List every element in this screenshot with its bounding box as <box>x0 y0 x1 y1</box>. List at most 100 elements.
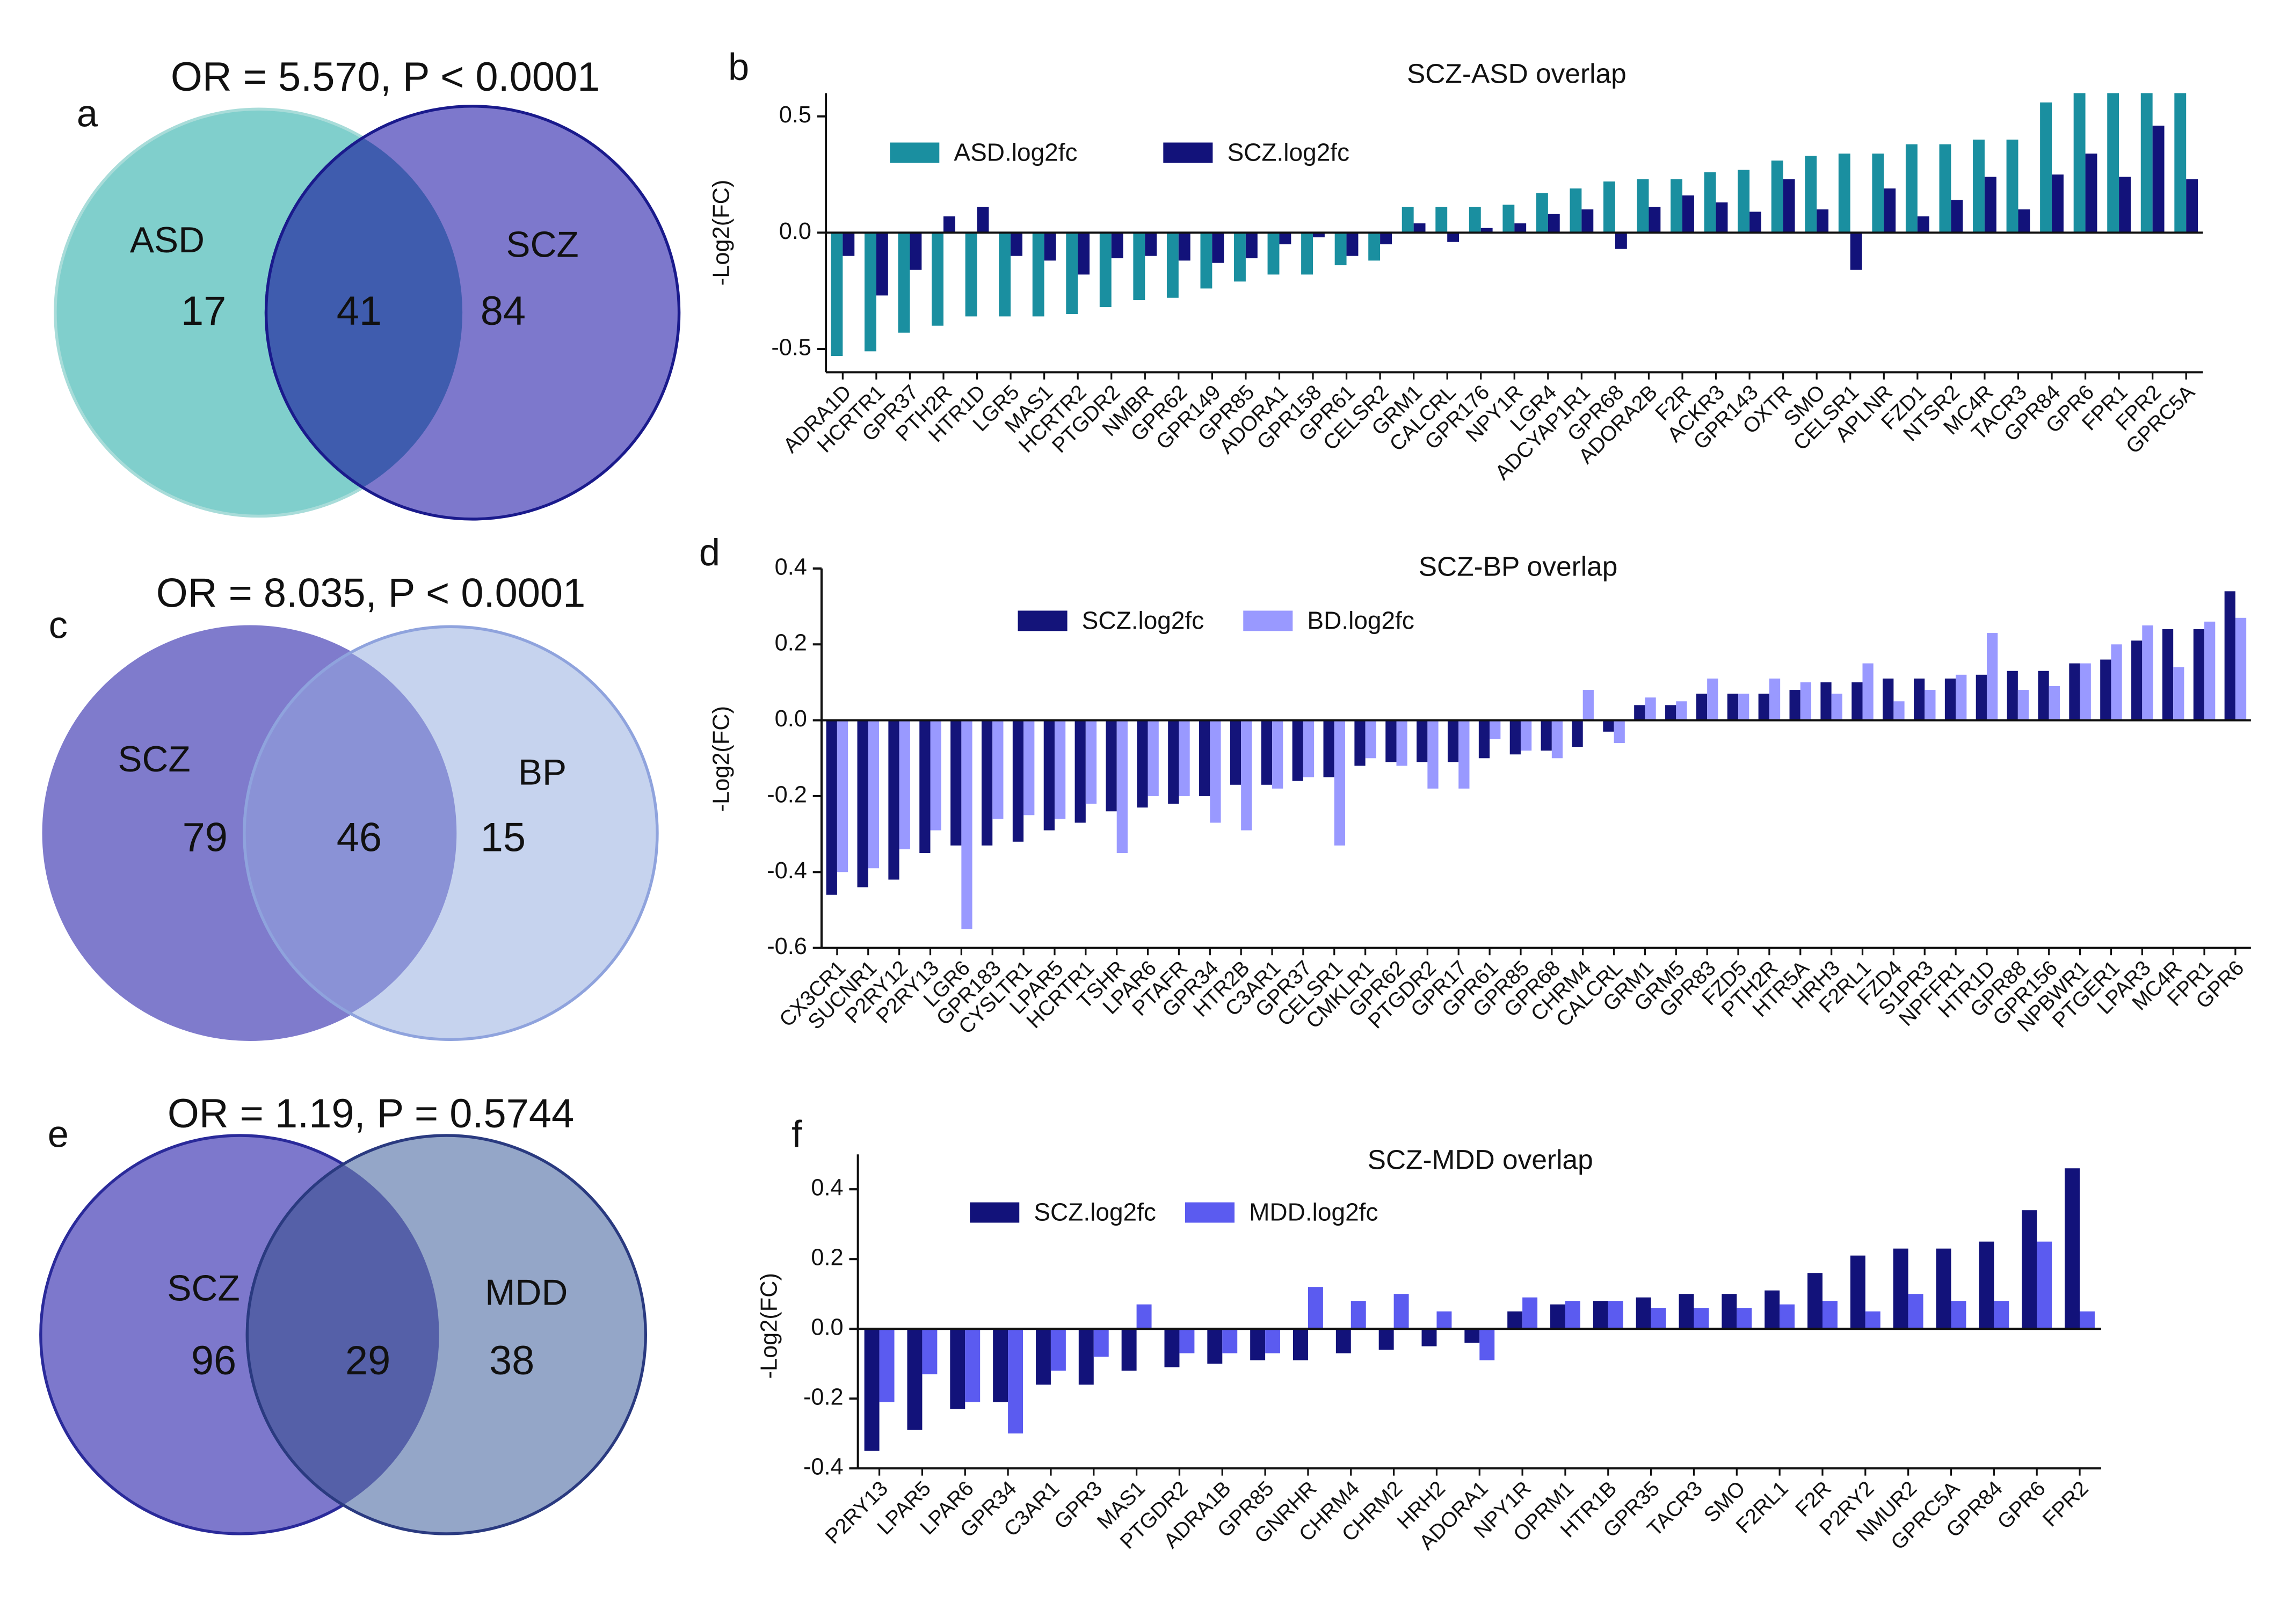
bar <box>1093 1329 1109 1357</box>
bar <box>1245 232 1258 259</box>
bar <box>1727 694 1739 720</box>
bar <box>2107 93 2119 233</box>
venn-overlap <box>264 109 463 516</box>
legend-label: BD.log2fc <box>1307 606 1414 634</box>
bar <box>1694 1308 1709 1329</box>
legend-label: MDD.log2fc <box>1249 1198 1378 1226</box>
bar <box>1393 1294 1409 1329</box>
bar <box>1334 720 1346 846</box>
bar <box>907 1329 923 1430</box>
bar <box>1514 223 1527 233</box>
bar <box>1738 170 1750 233</box>
bar <box>1350 1301 1366 1329</box>
bar <box>1011 232 1022 256</box>
bar <box>1385 720 1397 762</box>
bar <box>865 232 876 352</box>
bar <box>1956 674 1967 720</box>
bar <box>1464 1329 1480 1343</box>
y-tick-label: 0.2 <box>775 630 807 656</box>
chart-title: SCZ-MDD overlap <box>1368 1144 1593 1175</box>
bar <box>1665 705 1676 720</box>
y-tick-label: 0.5 <box>779 102 811 128</box>
bar <box>1054 720 1066 819</box>
bar <box>1469 207 1481 233</box>
bar <box>1550 1304 1565 1329</box>
y-tick-label: 0.0 <box>779 219 811 244</box>
bar <box>1582 690 1594 720</box>
bar <box>1831 694 1842 720</box>
venn-count: 38 <box>489 1338 534 1383</box>
bar <box>1179 1329 1195 1353</box>
bar <box>1850 1255 1865 1329</box>
panel-label: d <box>699 531 720 573</box>
bar <box>1427 720 1439 789</box>
legend-label: SCZ.log2fc <box>1034 1198 1156 1226</box>
venn-count: 79 <box>183 814 228 860</box>
bar <box>837 720 848 872</box>
bar <box>1308 1287 1323 1329</box>
bar <box>1925 690 1936 720</box>
legend-swatch <box>970 1202 1020 1223</box>
bar <box>1478 720 1490 759</box>
y-tick-label: 0.0 <box>775 706 807 732</box>
y-axis-label: -Log2(FC) <box>708 180 734 286</box>
bar <box>981 720 993 846</box>
bar <box>1800 682 1812 720</box>
bar <box>1210 720 1221 823</box>
legend-swatch <box>890 142 940 163</box>
panel-label: a <box>77 92 98 134</box>
bar <box>1979 1241 1994 1329</box>
bar <box>1043 720 1055 831</box>
bar <box>1301 232 1313 275</box>
bar <box>2140 93 2153 233</box>
bar <box>1479 1329 1495 1360</box>
bar <box>1789 690 1800 720</box>
bar <box>2119 177 2131 233</box>
bar <box>1335 1329 1351 1353</box>
y-tick-label: -0.2 <box>767 782 807 807</box>
bar <box>2006 140 2018 233</box>
bar <box>1565 1301 1580 1329</box>
bar <box>1032 232 1044 317</box>
bar <box>1279 232 1291 245</box>
bar <box>919 720 931 853</box>
bar <box>1738 694 1749 720</box>
bar <box>1458 720 1470 789</box>
bar <box>1368 232 1381 261</box>
bar <box>2204 621 2216 720</box>
bar <box>1976 674 1987 720</box>
bar <box>2069 663 2080 720</box>
bar <box>1939 144 1951 233</box>
bar <box>1145 232 1157 256</box>
bar <box>1378 1329 1394 1350</box>
bar <box>1346 232 1359 256</box>
bar <box>843 232 855 256</box>
set-label: SCZ <box>118 739 190 780</box>
legend-label: SCZ.log2fc <box>1082 606 1204 634</box>
bar <box>1722 1294 1737 1329</box>
bar <box>1334 232 1347 266</box>
bar <box>2142 625 2153 720</box>
bar <box>1944 678 1956 720</box>
bar <box>1671 179 1683 233</box>
bar <box>943 216 955 233</box>
bar <box>1951 200 1963 233</box>
bar <box>1893 701 1905 720</box>
bar <box>1986 633 1998 720</box>
bar <box>1078 1329 1094 1385</box>
bar <box>1893 1248 1908 1329</box>
bar <box>1250 1329 1266 1360</box>
bar <box>1634 705 1645 720</box>
bar <box>1520 720 1532 751</box>
bar <box>1822 1301 1838 1329</box>
bar <box>1200 232 1212 289</box>
bar <box>1593 1301 1608 1329</box>
y-tick-label: -0.4 <box>767 858 807 884</box>
bar <box>1522 1297 1538 1329</box>
bar <box>977 207 989 233</box>
bar <box>1111 232 1123 259</box>
bar <box>1603 720 1614 732</box>
bar <box>1707 678 1718 720</box>
bar <box>1234 232 1246 282</box>
bar <box>1074 720 1086 823</box>
